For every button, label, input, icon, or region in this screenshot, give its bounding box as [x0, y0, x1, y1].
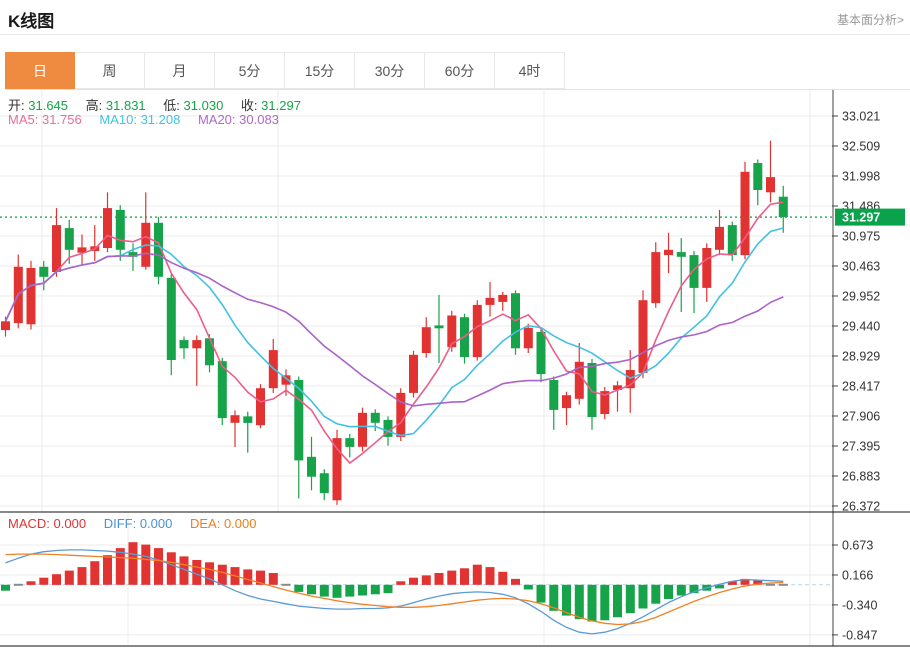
- svg-text:28.929: 28.929: [842, 350, 880, 364]
- tab-week[interactable]: 周: [75, 52, 145, 89]
- period-tab-bar: 日 周 月 5分 15分 30分 60分 4时: [5, 52, 910, 90]
- ohlc-readout: 开: 31.645 高: 31.831 低: 31.030 收: 31.297: [8, 95, 301, 114]
- macd-label: MACD:: [8, 516, 50, 531]
- open-value: 31.645: [28, 98, 69, 113]
- dea-label: DEA:: [189, 516, 221, 531]
- tab-day[interactable]: 日: [5, 52, 75, 89]
- ma10-value: 31.208: [140, 112, 181, 127]
- svg-text:30.975: 30.975: [842, 230, 880, 244]
- fundamental-analysis-link[interactable]: 基本面分析>: [836, 13, 904, 27]
- svg-text:29.440: 29.440: [842, 320, 880, 334]
- ma20-value: 30.083: [239, 112, 279, 127]
- diff-value: 0.000: [139, 516, 173, 531]
- tab-30min[interactable]: 30分: [355, 52, 425, 89]
- svg-text:30.463: 30.463: [842, 260, 880, 274]
- page-title: K线图: [8, 12, 55, 31]
- svg-text:31.297: 31.297: [842, 211, 880, 225]
- tab-15min[interactable]: 15分: [285, 52, 355, 89]
- svg-text:0.673: 0.673: [842, 539, 873, 553]
- svg-text:28.417: 28.417: [842, 380, 880, 394]
- svg-text:-0.340: -0.340: [842, 598, 877, 612]
- ma5-label: MA5:: [8, 112, 39, 127]
- low-value: 31.030: [183, 98, 224, 113]
- dea-value: 0.000: [223, 516, 257, 531]
- svg-text:27.906: 27.906: [842, 410, 880, 424]
- svg-text:26.883: 26.883: [842, 470, 880, 484]
- ma5-value: 31.756: [41, 112, 82, 127]
- close-label: 收:: [240, 98, 258, 113]
- svg-text:32.509: 32.509: [842, 140, 880, 154]
- svg-text:33.021: 33.021: [842, 110, 880, 124]
- tab-5min[interactable]: 5分: [215, 52, 285, 89]
- svg-text:27.395: 27.395: [842, 440, 880, 454]
- svg-text:29.952: 29.952: [842, 290, 880, 304]
- svg-text:-0.847: -0.847: [842, 628, 877, 642]
- open-label: 开:: [8, 98, 25, 113]
- tab-4hour[interactable]: 4时: [495, 52, 565, 89]
- ma10-label: MA10:: [99, 112, 137, 127]
- ma-readout: MA5: 31.756 MA10: 31.208 MA20: 30.083: [8, 112, 279, 127]
- tab-month[interactable]: 月: [145, 52, 215, 89]
- svg-text:0.166: 0.166: [842, 569, 873, 583]
- macd-readout: MACD: 0.000 DIFF: 0.000 DEA: 0.000: [8, 516, 257, 531]
- svg-text:26.372: 26.372: [842, 500, 880, 514]
- title-divider: [0, 34, 910, 35]
- close-value: 31.297: [261, 98, 301, 113]
- high-value: 31.831: [105, 98, 146, 113]
- diff-label: DIFF:: [103, 516, 137, 531]
- kline-macd-chart[interactable]: 33.02132.50931.99831.48630.97530.46329.9…: [0, 90, 910, 652]
- low-label: 低:: [163, 98, 180, 113]
- ma20-label: MA20:: [197, 112, 236, 127]
- tab-60min[interactable]: 60分: [425, 52, 495, 89]
- macd-value: 0.000: [53, 516, 87, 531]
- svg-text:31.998: 31.998: [842, 170, 880, 184]
- high-label: 高:: [85, 98, 103, 113]
